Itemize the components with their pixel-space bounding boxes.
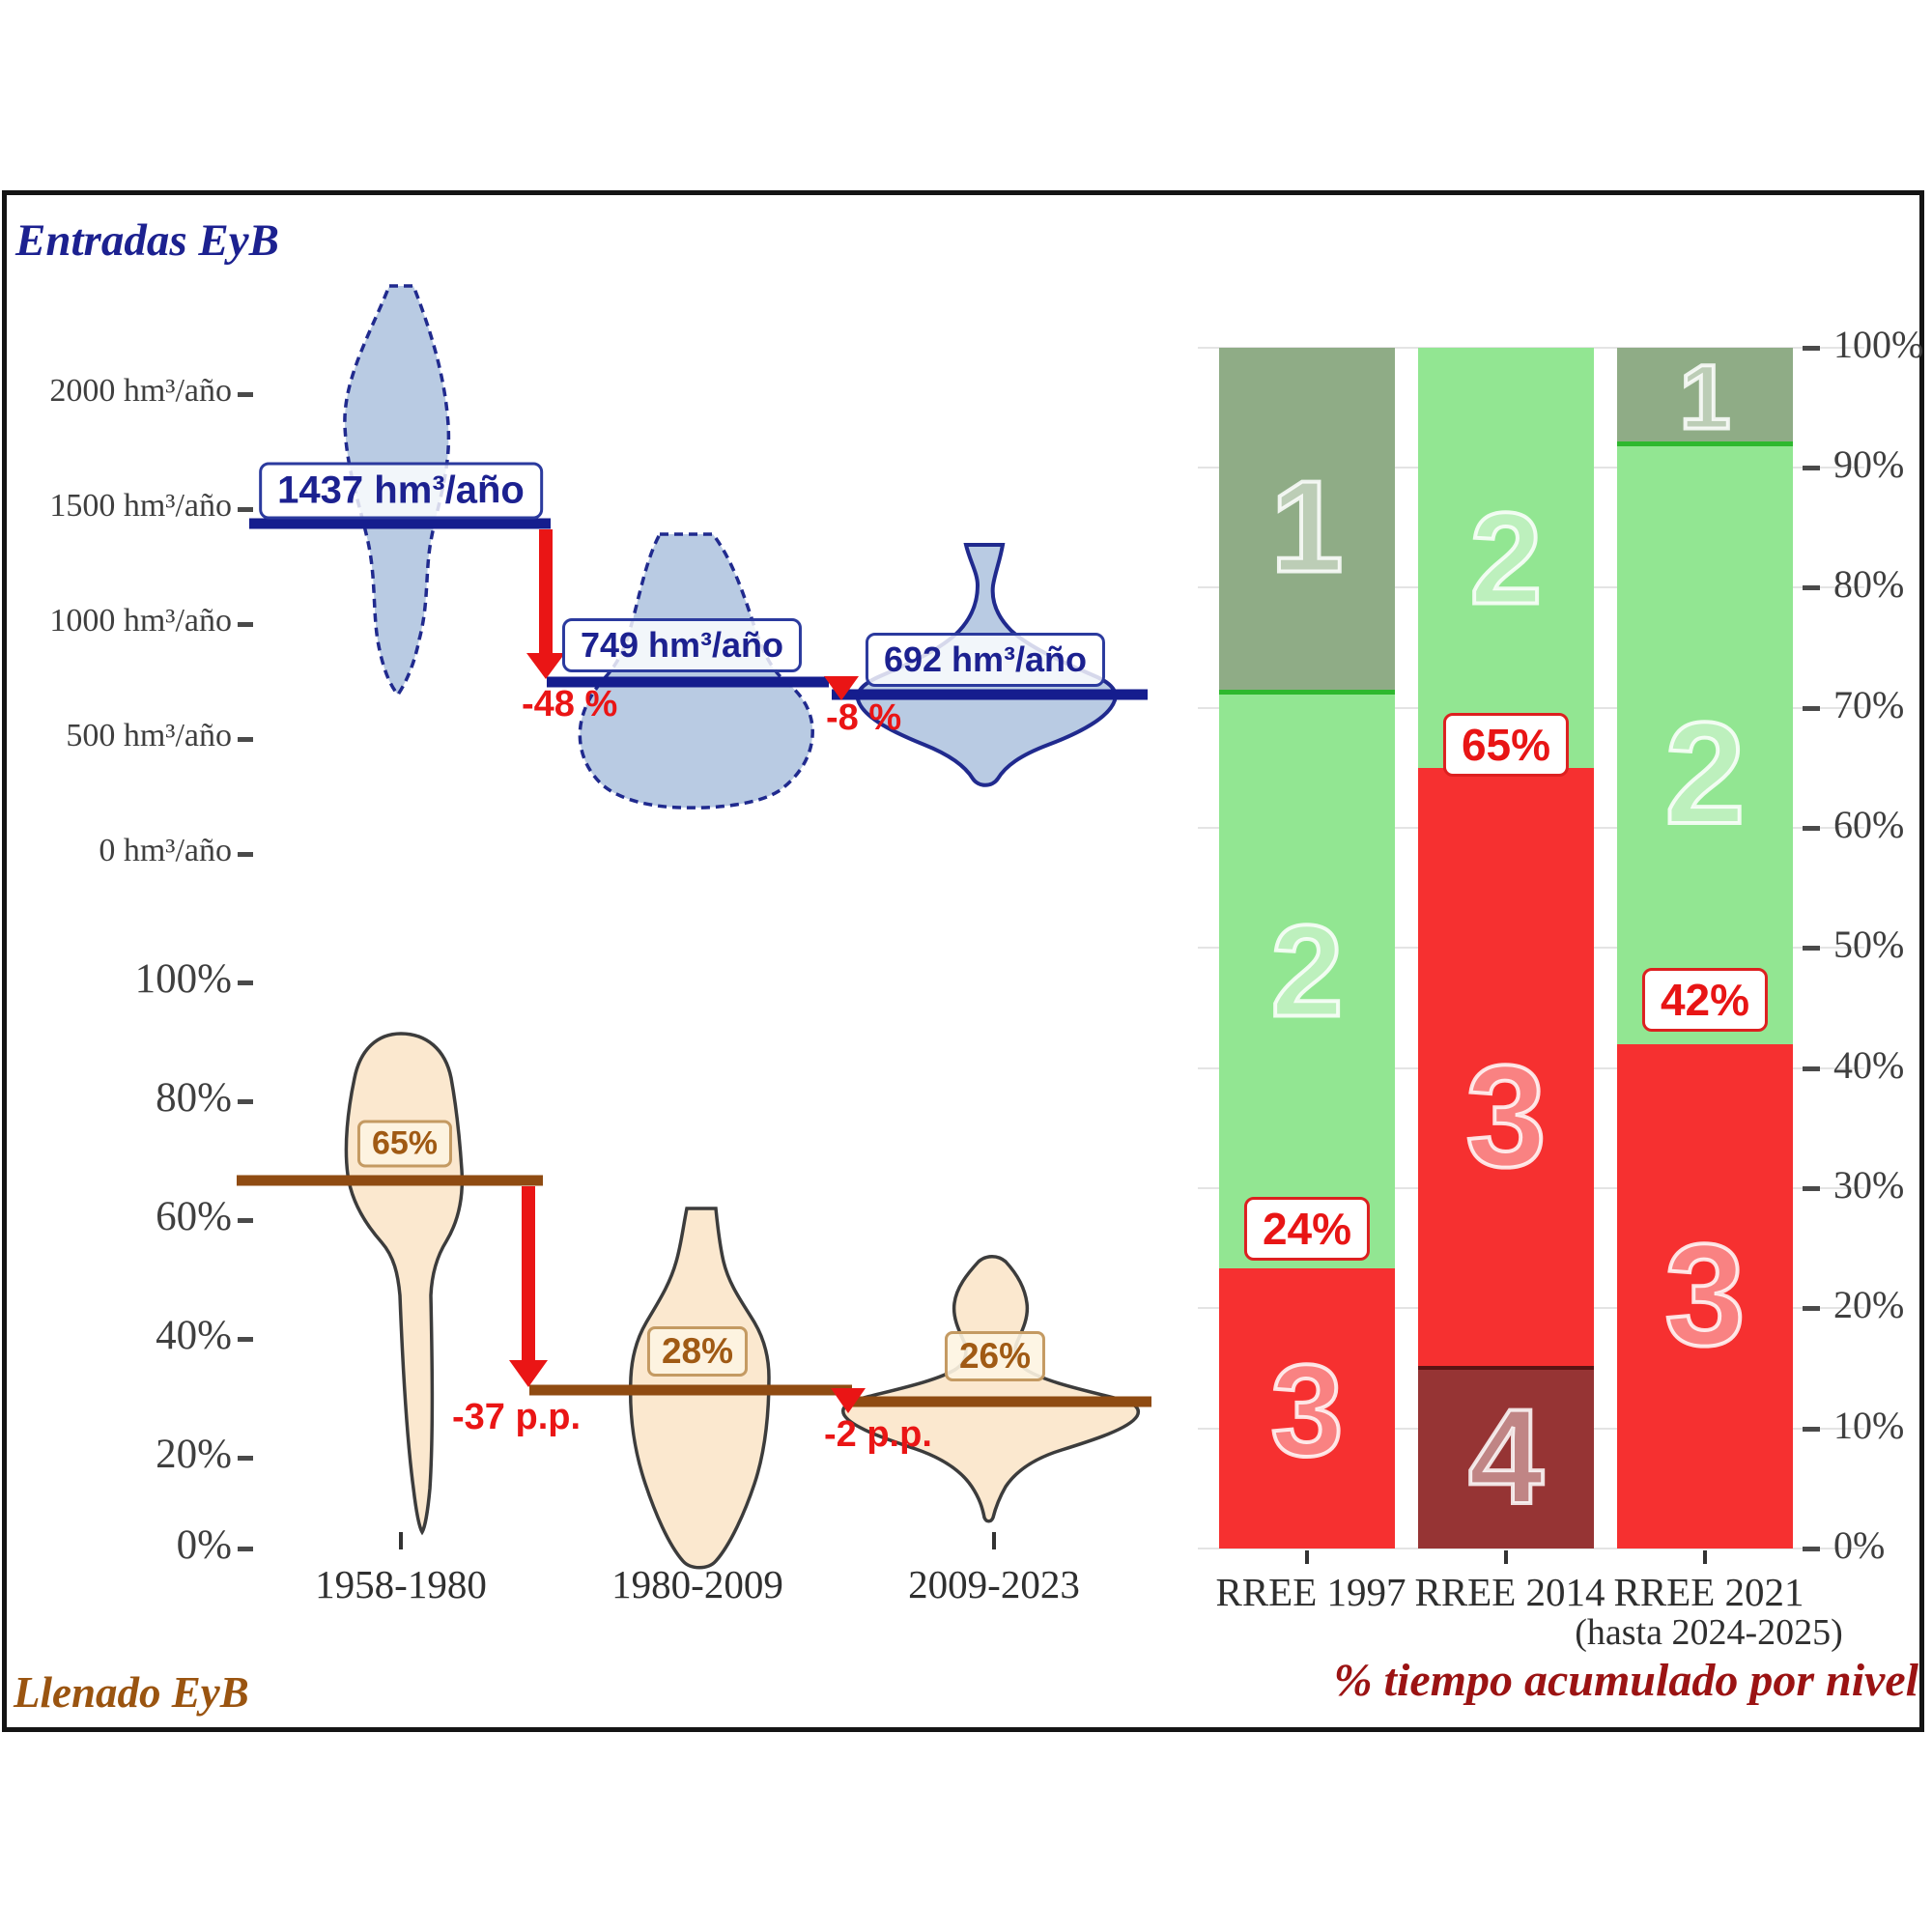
ytick-500: 500 hm³/año [66,718,232,753]
arrow-down-icon-bottom-2 [831,1388,866,1413]
xlabel-2009-2023: 2009-2023 [908,1562,1080,1606]
bar2-level4-digit: 4 [1466,1380,1546,1532]
bar2-level2-digit: 2 [1467,485,1544,632]
bar3-level3 [1617,1044,1793,1548]
bar-ytick-40: 40% [1833,1043,1905,1087]
bar3-divider [1617,441,1793,446]
bar-ytick-30: 30% [1833,1163,1905,1207]
bar2-level3-digit: 3 [1463,1035,1548,1197]
bar1-level1-digit: 1 [1268,453,1345,600]
violin-llenado-2009-2023 [841,1255,1141,1523]
mean-label-26pct: 26% [944,1331,1046,1381]
bar3-level1-digit: 1 [1678,346,1733,449]
annotation-42pct: 42% [1641,968,1769,1032]
bar1-level3 [1219,1268,1395,1548]
mean-label-692: 692 hm³/año [865,633,1106,687]
arrow-down-icon-top-2 [824,676,859,700]
delta-8pct: -8 % [826,697,902,738]
ytick-0pct: 0% [176,1522,232,1568]
bar3-level2 [1617,446,1793,1044]
bar3-level2-digit: 2 [1662,692,1747,854]
violin-llenado-1958-1980 [344,1032,465,1536]
arrow-down-icon-top-1 [526,529,565,679]
ytick-2000: 2000 hm³/año [49,373,232,409]
mean-label-749: 749 hm³/año [561,618,803,672]
bar-xlabel-note: (hasta 2024-2025) [1575,1612,1843,1653]
bar-chart-title: % tiempo acumulado por nivel [1333,1655,1918,1706]
mean-label-28pct: 28% [646,1326,749,1377]
mean-label-65pct: 65% [356,1120,453,1168]
bar1-level1 [1219,348,1395,693]
title-llenado: Llenado EyB [14,1668,249,1717]
arrow-down-icon-bottom-1 [509,1186,548,1387]
bar-ytick-20: 20% [1833,1283,1905,1326]
bar1-level2 [1219,695,1395,1268]
ytick-40pct: 40% [156,1313,232,1358]
bar2-divider [1418,1366,1594,1370]
bar-ytick-80: 80% [1833,562,1905,606]
figure-frame [2,190,1924,1732]
mean-label-1437: 1437 hm³/año [259,462,543,520]
bar-ytick-100: 100% [1833,323,1924,366]
bar2-level3 [1418,768,1594,1366]
ytick-1000: 1000 hm³/año [49,603,232,639]
xlabel-1980-2009: 1980-2009 [611,1562,783,1606]
ytick-80pct: 80% [156,1075,232,1121]
bar2-level2 [1418,348,1594,768]
delta-48pct: -48 % [522,684,618,724]
xlabel-1958-1980: 1958-1980 [315,1562,487,1606]
ytick-0: 0 hm³/año [99,833,232,868]
bar2-level4 [1418,1370,1594,1548]
annotation-65pct: 65% [1442,713,1570,777]
bar-ytick-50: 50% [1833,923,1905,966]
bar-ytick-10: 10% [1833,1404,1905,1447]
ytick-100pct: 100% [134,956,232,1002]
delta-37pp: -37 p.p. [452,1397,582,1437]
ytick-1500: 1500 hm³/año [49,488,232,524]
bar3-level3-digit: 3 [1662,1213,1747,1376]
bar-ytick-70: 70% [1833,683,1905,726]
bar-ytick-60: 60% [1833,803,1905,846]
ytick-20pct: 20% [156,1432,232,1477]
bar-xlabel-rree-2021: RREE 2021 [1613,1570,1804,1614]
bar1-divider [1219,690,1395,695]
delta-2pp: -2 p.p. [824,1414,932,1455]
bar-xlabel-rree-2014: RREE 2014 [1414,1570,1605,1614]
bar-ytick-90: 90% [1833,442,1905,486]
bar3-level1 [1617,348,1793,441]
bar-xlabel-rree-1997: RREE 1997 [1215,1570,1406,1614]
bar-ytick-0: 0% [1833,1523,1886,1567]
bar1-level3-digit: 3 [1268,1337,1345,1484]
ytick-60pct: 60% [156,1194,232,1239]
title-entradas: Entradas EyB [15,215,279,266]
bar1-level2-digit: 2 [1268,897,1345,1044]
annotation-24pct: 24% [1243,1197,1371,1261]
